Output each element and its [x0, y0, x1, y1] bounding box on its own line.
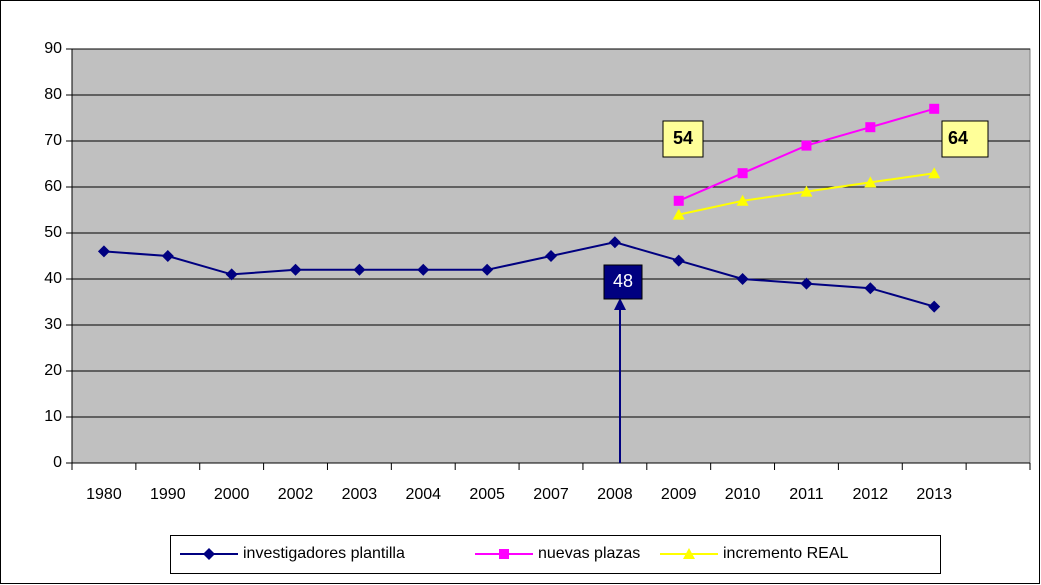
y-tick-label: 80 — [44, 86, 62, 103]
x-tick-label: 2002 — [278, 486, 314, 503]
marker — [499, 549, 509, 559]
marker — [737, 168, 748, 179]
marker — [736, 273, 749, 285]
marker — [928, 167, 941, 179]
x-tick-label: 2009 — [661, 486, 697, 503]
y-tick-label: 20 — [44, 362, 62, 379]
marker — [545, 250, 557, 262]
marker — [672, 254, 685, 267]
marker — [481, 263, 494, 276]
marker — [865, 122, 876, 133]
x-tick-label: 1990 — [150, 486, 186, 503]
y-tick-label: 70 — [44, 132, 62, 149]
x-tick-label: 2010 — [725, 486, 761, 503]
legend-label: nuevas plazas — [538, 545, 640, 562]
annotation: 54 — [673, 128, 693, 148]
legend-label: investigadores plantilla — [243, 545, 405, 562]
x-tick-label: 1980 — [86, 486, 122, 503]
x-tick-label: 2005 — [469, 486, 505, 503]
x-tick-label: 2007 — [533, 486, 569, 503]
marker — [289, 263, 302, 276]
series-line — [103, 241, 935, 308]
annotation-box — [941, 120, 989, 158]
x-tick-label: 2013 — [916, 486, 952, 503]
marker — [203, 548, 215, 560]
x-tick-label: 2003 — [342, 486, 378, 503]
annotation: 48 — [613, 271, 633, 291]
marker — [97, 245, 110, 258]
y-tick-label: 90 — [44, 40, 62, 57]
y-tick-label: 30 — [44, 316, 62, 333]
y-tick-label: 40 — [44, 270, 62, 287]
x-tick-label: 2012 — [853, 486, 889, 503]
marker — [736, 194, 749, 206]
marker — [608, 236, 621, 249]
marker — [864, 282, 877, 295]
y-tick-label: 50 — [44, 224, 62, 241]
y-tick-label: 10 — [44, 408, 62, 425]
y-tick-label: 60 — [44, 178, 62, 195]
marker — [353, 263, 366, 276]
marker — [161, 250, 174, 262]
legend-box — [170, 535, 941, 574]
x-tick-label: 2000 — [214, 486, 250, 503]
marker — [929, 103, 940, 114]
marker — [417, 263, 430, 276]
marker — [672, 208, 685, 220]
annotation: 64 — [948, 128, 968, 148]
marker — [225, 268, 238, 281]
x-tick-label: 2008 — [597, 486, 633, 503]
legend-label: incremento REAL — [723, 545, 848, 562]
marker — [800, 185, 813, 197]
annotation-box — [603, 264, 643, 300]
x-tick-label: 2011 — [789, 486, 824, 503]
marker — [864, 176, 877, 188]
marker — [801, 140, 812, 151]
marker — [673, 195, 684, 206]
marker — [928, 300, 941, 313]
x-tick-label: 2004 — [405, 486, 441, 503]
annotation-box — [662, 120, 704, 158]
marker — [683, 548, 695, 559]
marker — [800, 277, 813, 290]
y-tick-label: 0 — [53, 454, 62, 471]
arrow-head — [614, 298, 626, 310]
